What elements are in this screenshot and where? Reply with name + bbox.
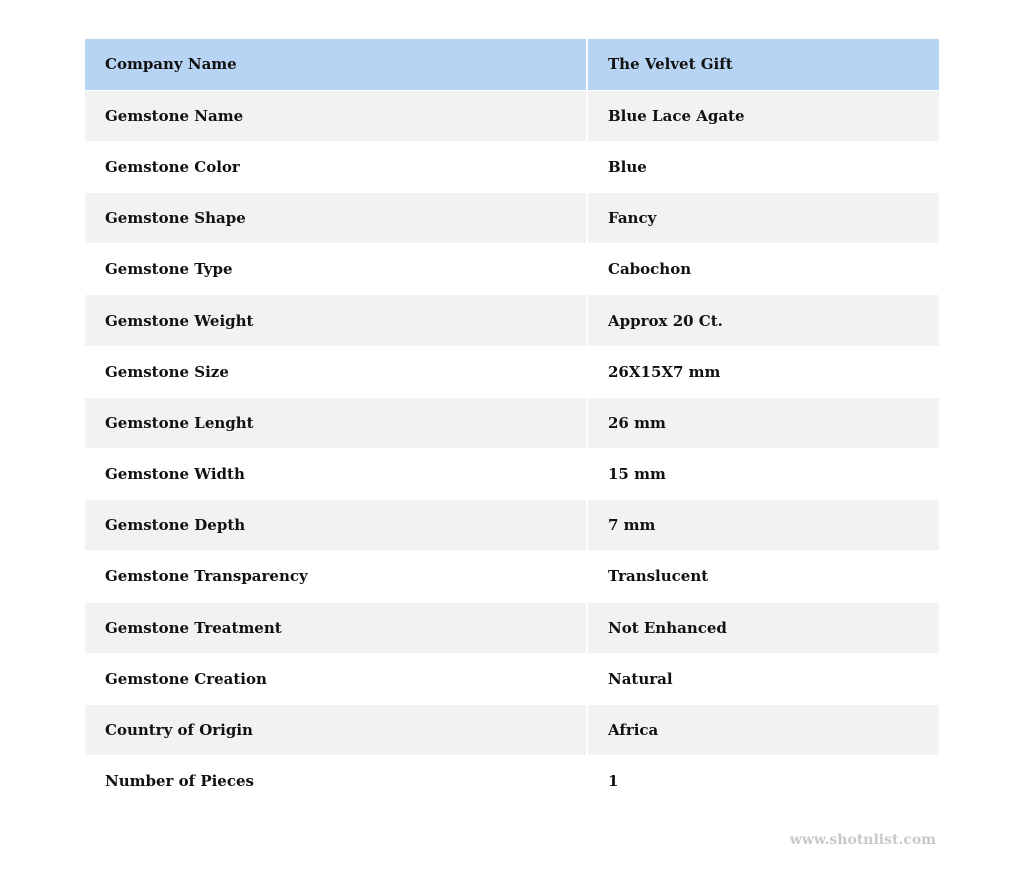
table-row: Gemstone Weight Approx 20 Ct. <box>85 294 939 347</box>
row-label: Gemstone Width <box>85 448 588 500</box>
row-value: Cabochon <box>587 243 939 295</box>
table-row: Gemstone Name Blue Lace Agate <box>85 90 939 142</box>
row-label: Gemstone Size <box>85 346 588 398</box>
row-value: The Velvet Gift <box>587 39 939 91</box>
row-value: Blue <box>587 141 939 193</box>
row-value: 1 <box>587 755 939 807</box>
row-value: 7 mm <box>587 499 939 551</box>
row-value: Not Enhanced <box>587 602 939 654</box>
table-row: Gemstone Creation Natural <box>85 653 939 705</box>
row-label: Gemstone Type <box>85 243 588 295</box>
row-value: Approx 20 Ct. <box>587 294 939 347</box>
table-row: Gemstone Width 15 mm <box>85 448 939 500</box>
watermark: www.shotnlist.com <box>789 832 936 848</box>
row-value: 26X15X7 mm <box>587 346 939 398</box>
table-row: Gemstone Shape Fancy <box>85 192 939 244</box>
row-label: Country of Origin <box>85 704 588 756</box>
row-label: Gemstone Depth <box>85 499 588 551</box>
table-row: Gemstone Transparency Translucent <box>85 550 939 603</box>
table-header-row: Company Name The Velvet Gift <box>85 39 939 91</box>
row-label: Gemstone Transparency <box>85 550 588 603</box>
table-row: Gemstone Color Blue <box>85 141 939 193</box>
row-label: Gemstone Shape <box>85 192 588 244</box>
row-label: Company Name <box>85 39 588 91</box>
table-row: Gemstone Size 26X15X7 mm <box>85 346 939 398</box>
row-value: Natural <box>587 653 939 705</box>
table-row: Country of Origin Africa <box>85 704 939 756</box>
row-label: Gemstone Color <box>85 141 588 193</box>
row-label: Gemstone Name <box>85 90 588 142</box>
row-value: 26 mm <box>587 397 939 449</box>
row-label: Gemstone Weight <box>85 294 588 347</box>
table-row: Gemstone Type Cabochon <box>85 243 939 295</box>
table-row: Gemstone Lenght 26 mm <box>85 397 939 449</box>
table-row: Gemstone Treatment Not Enhanced <box>85 602 939 654</box>
row-label: Number of Pieces <box>85 755 588 807</box>
table-row: Number of Pieces 1 <box>85 755 939 807</box>
row-value: 15 mm <box>587 448 939 500</box>
row-value: Blue Lace Agate <box>587 90 939 142</box>
row-label: Gemstone Treatment <box>85 602 588 654</box>
row-label: Gemstone Lenght <box>85 397 588 449</box>
row-label: Gemstone Creation <box>85 653 588 705</box>
row-value: Africa <box>587 704 939 756</box>
table-row: Gemstone Depth 7 mm <box>85 499 939 551</box>
row-value: Translucent <box>587 550 939 603</box>
product-details-table: Company Name The Velvet Gift Gemstone Name… <box>85 39 939 807</box>
row-value: Fancy <box>587 192 939 244</box>
